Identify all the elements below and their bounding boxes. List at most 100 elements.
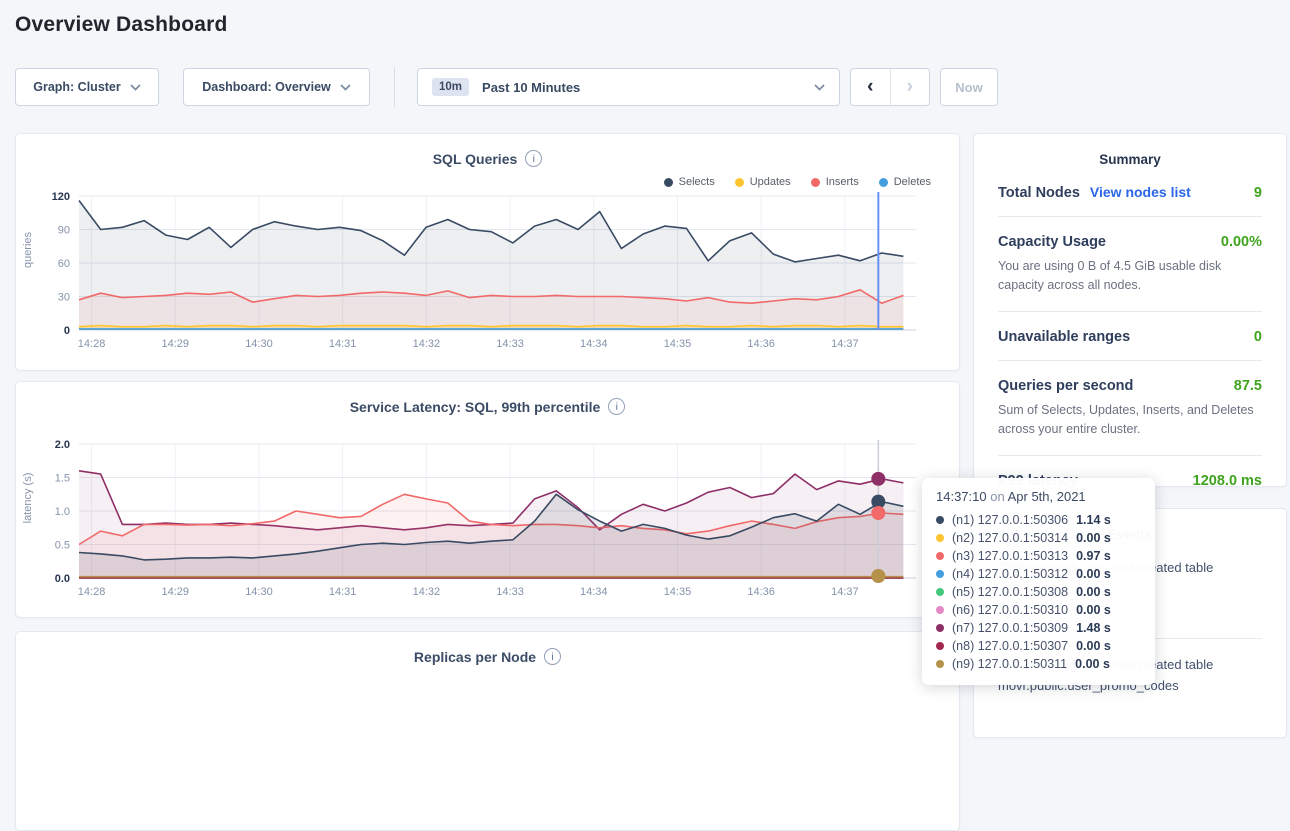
node-latency-value: 0.00 s	[1076, 639, 1111, 653]
page-title: Overview Dashboard	[15, 13, 228, 37]
summary-value: 87.5	[1234, 378, 1262, 394]
svg-text:60: 60	[58, 258, 70, 270]
svg-text:90: 90	[58, 225, 70, 237]
prev-time-button[interactable]: ‹	[851, 69, 890, 105]
node-address: (n8) 127.0.0.1:50307	[952, 639, 1068, 653]
node-latency-value: 0.00 s	[1076, 567, 1111, 581]
svg-text:14:33: 14:33	[496, 586, 524, 598]
svg-text:120: 120	[52, 191, 70, 203]
info-icon[interactable]: i	[608, 398, 625, 415]
view-nodes-list-link[interactable]: View nodes list	[1090, 184, 1191, 200]
series-color-dot	[936, 552, 944, 560]
svg-text:0: 0	[64, 325, 70, 337]
summary-description: You are using 0 B of 4.5 GiB usable disk…	[998, 257, 1262, 296]
svg-text:30: 30	[58, 292, 70, 304]
svg-text:14:37: 14:37	[831, 338, 859, 350]
svg-text:14:30: 14:30	[245, 338, 273, 350]
tooltip-node-row: (n8) 127.0.0.1:50307 0.00 s	[936, 637, 1141, 655]
chevron-down-icon	[814, 84, 825, 91]
summary-label: Unavailable ranges	[998, 329, 1130, 345]
divider	[998, 455, 1262, 456]
node-latency-value: 1.48 s	[1076, 621, 1111, 635]
summary-value: 1208.0 ms	[1193, 473, 1262, 489]
next-time-button[interactable]: ›	[890, 69, 930, 105]
graph-dropdown[interactable]: Graph: Cluster	[15, 68, 159, 106]
sql-queries-chart[interactable]: 14:2814:2914:3014:3114:3214:3314:3414:35…	[16, 186, 961, 364]
svg-text:14:29: 14:29	[161, 338, 189, 350]
series-color-dot	[936, 588, 944, 596]
svg-text:14:36: 14:36	[747, 586, 775, 598]
tooltip-node-row: (n4) 127.0.0.1:503120.00 s	[936, 565, 1141, 583]
node-address: (n1) 127.0.0.1:50306	[952, 513, 1068, 527]
dashboard-dropdown[interactable]: Dashboard: Overview	[183, 68, 370, 106]
series-color-dot	[936, 624, 944, 632]
summary-value: 0.00%	[1221, 234, 1262, 250]
series-color-dot	[936, 642, 944, 650]
series-color-dot	[936, 516, 944, 524]
summary-row: Unavailable ranges 0	[998, 329, 1262, 345]
svg-text:14:30: 14:30	[245, 586, 273, 598]
tooltip-node-row: (n5) 127.0.0.1:503080.00 s	[936, 583, 1141, 601]
svg-text:14:32: 14:32	[413, 338, 441, 350]
tooltip-timestamp: 14:37:10 on Apr 5th, 2021	[936, 489, 1141, 504]
summary-label: Capacity Usage	[998, 234, 1106, 250]
info-icon[interactable]: i	[544, 648, 561, 665]
svg-text:0.0: 0.0	[55, 573, 70, 585]
node-address: (n2) 127.0.0.1:50314	[952, 531, 1068, 545]
chart-title: SQL Queries	[433, 151, 518, 167]
summary-label: Total Nodes	[998, 185, 1080, 201]
node-latency-value: 0.00 s	[1075, 657, 1110, 671]
toolbar-divider	[394, 67, 395, 107]
time-step-buttons: ‹ ›	[850, 68, 930, 106]
latency-chart[interactable]: 14:2814:2914:3014:3114:3214:3314:3414:35…	[16, 434, 961, 612]
summary-value: 0	[1254, 329, 1262, 345]
node-latency-value: 0.00 s	[1076, 603, 1111, 617]
node-latency-value: 1.14 s	[1076, 513, 1111, 527]
info-icon[interactable]: i	[525, 150, 542, 167]
summary-label: Queries per second	[998, 378, 1133, 394]
divider	[998, 360, 1262, 361]
tooltip-node-row: (n6) 127.0.0.1:50310 0.00 s	[936, 601, 1141, 619]
node-address: (n9) 127.0.0.1:50311	[952, 657, 1067, 671]
node-latency-value: 0.97 s	[1076, 549, 1111, 563]
now-button[interactable]: Now	[940, 68, 998, 106]
svg-text:14:35: 14:35	[664, 338, 692, 350]
summary-row: Queries per second 87.5	[998, 378, 1262, 394]
time-range-selector[interactable]: 10m Past 10 Minutes	[417, 68, 840, 106]
svg-text:2.0: 2.0	[55, 439, 70, 451]
svg-text:14:29: 14:29	[161, 586, 189, 598]
replicas-chart-card: Replicas per Node i	[15, 631, 960, 831]
svg-text:14:28: 14:28	[78, 586, 106, 598]
svg-text:14:37: 14:37	[831, 586, 859, 598]
chevron-down-icon	[340, 84, 351, 91]
sql-queries-chart-card: SQL Queries i SelectsUpdatesInsertsDelet…	[15, 133, 960, 371]
node-address: (n7) 127.0.0.1:50309	[952, 621, 1068, 635]
tooltip-node-row: (n9) 127.0.0.1:50311 0.00 s	[936, 655, 1141, 673]
svg-text:0.5: 0.5	[55, 540, 70, 552]
summary-panel: Summary Total Nodes View nodes list 9 Capac…	[973, 133, 1287, 487]
svg-text:14:31: 14:31	[329, 338, 357, 350]
series-color-dot	[936, 570, 944, 578]
node-address: (n3) 127.0.0.1:50313	[952, 549, 1068, 563]
series-color-dot	[936, 660, 944, 668]
chart-hover-tooltip: 14:37:10 on Apr 5th, 2021 (n1) 127.0.0.1…	[922, 478, 1155, 685]
svg-text:14:34: 14:34	[580, 338, 608, 350]
svg-text:14:31: 14:31	[329, 586, 357, 598]
divider	[998, 216, 1262, 217]
chevron-right-icon: ›	[907, 76, 913, 98]
node-address: (n6) 127.0.0.1:50310	[952, 603, 1068, 617]
summary-value: 9	[1254, 185, 1262, 201]
svg-text:1.5: 1.5	[55, 473, 70, 485]
summary-row: Capacity Usage 0.00%	[998, 234, 1262, 250]
svg-text:14:36: 14:36	[747, 338, 775, 350]
summary-title: Summary	[998, 152, 1262, 167]
svg-text:14:32: 14:32	[413, 586, 441, 598]
chart-title: Service Latency: SQL, 99th percentile	[350, 399, 601, 415]
summary-description: Sum of Selects, Updates, Inserts, and De…	[998, 401, 1262, 440]
svg-text:14:28: 14:28	[78, 338, 106, 350]
dashboard-dropdown-label: Dashboard: Overview	[202, 80, 331, 94]
node-latency-value: 0.00 s	[1076, 531, 1111, 545]
series-color-dot	[936, 534, 944, 542]
svg-text:14:34: 14:34	[580, 586, 608, 598]
latency-chart-card: Service Latency: SQL, 99th percentile i …	[15, 381, 960, 618]
